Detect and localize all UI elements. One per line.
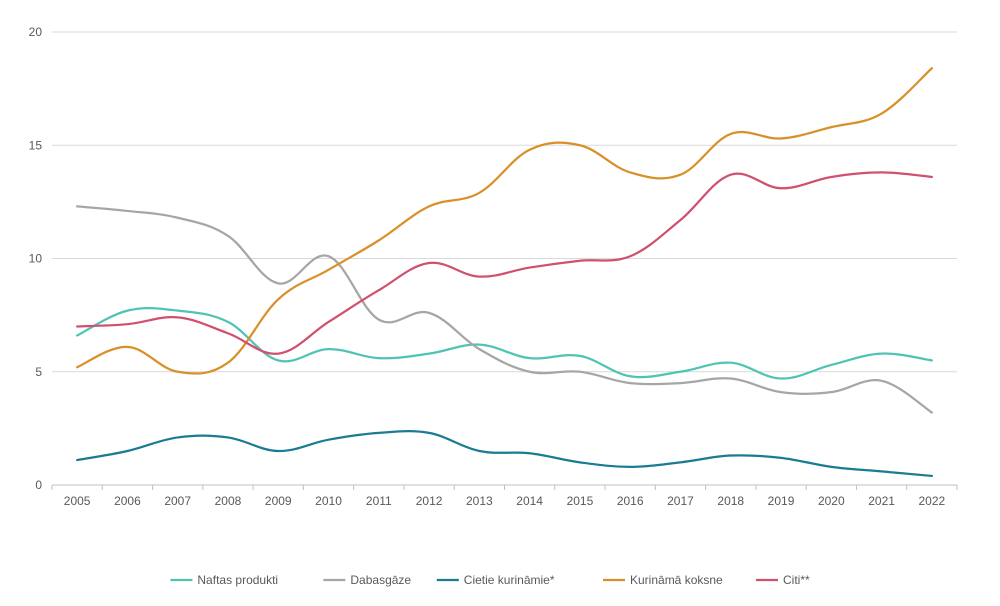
y-tick-label: 10 [29,252,43,266]
legend-item: Citi** [756,573,810,587]
series-line-naftas-produkti [76,306,933,380]
x-tick-label: 2019 [768,494,795,508]
legend-item: Cietie kurināmie* [436,573,555,587]
x-tick-label: 2018 [717,494,744,508]
legend-label: Kurināmā koksne [630,573,723,587]
x-tick-label: 2021 [868,494,895,508]
x-tick-label: 2015 [567,494,594,508]
x-tick-label: 2007 [164,494,191,508]
x-tick-label: 2020 [818,494,845,508]
series-line-cietie-kurinamie [76,430,933,478]
y-tick-label: 5 [35,365,42,379]
x-tick-label: 2010 [315,494,342,508]
y-tick-label: 20 [29,25,43,39]
x-tick-label: 2022 [919,494,946,508]
legend: Naftas produkti Dabasgāze Cietie kurināmie… [170,573,810,587]
x-tick-label: 2013 [466,494,493,508]
series-line-dabasgaze [76,205,933,414]
series-layer [76,67,933,478]
legend-item: Naftas produkti [170,573,278,587]
x-tick-label: 2009 [265,494,292,508]
legend-item: Dabasgāze [323,573,411,587]
y-tick-label: 0 [35,478,42,492]
series-line-citi [76,171,933,355]
y-tick-label: 15 [29,138,43,152]
legend-label: Citi** [783,573,810,587]
x-tick-label: 2008 [215,494,242,508]
axis-layer: 0 5 10 15 20 2005 2006 2007 2008 2009 2010 2011 2012… [29,25,958,508]
series-line-kurinama-koksne [76,67,933,375]
x-tick-label: 2014 [516,494,543,508]
legend-label: Cietie kurināmie* [464,573,555,587]
legend-label: Dabasgāze [350,573,411,587]
x-tick-label: 2006 [114,494,141,508]
x-tick-label: 2011 [366,494,392,508]
grid-layer [52,31,957,373]
x-tick-label: 2005 [64,494,91,508]
x-tick-label: 2016 [617,494,644,508]
x-tick-label: 2017 [667,494,694,508]
x-tick-label: 2012 [416,494,443,508]
legend-label: Naftas produkti [197,573,278,587]
legend-item: Kurināmā koksne [603,573,723,587]
